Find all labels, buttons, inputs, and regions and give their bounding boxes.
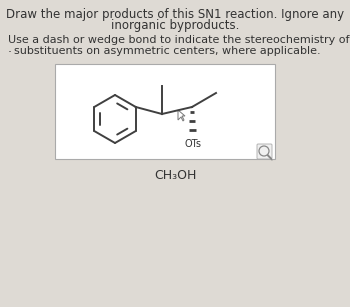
FancyBboxPatch shape [257, 144, 272, 159]
Text: inorganic byproducts.: inorganic byproducts. [111, 19, 239, 32]
Text: substituents on asymmetric centers, where applicable.: substituents on asymmetric centers, wher… [14, 46, 321, 56]
FancyBboxPatch shape [55, 64, 275, 159]
Polygon shape [178, 110, 185, 121]
Text: OTs: OTs [184, 139, 202, 149]
Text: ·: · [8, 46, 12, 59]
Text: CH₃OH: CH₃OH [154, 169, 196, 182]
Text: Use a dash or wedge bond to indicate the stereochemistry of: Use a dash or wedge bond to indicate the… [8, 35, 350, 45]
Text: Draw the major products of this SN1 reaction. Ignore any: Draw the major products of this SN1 reac… [6, 8, 344, 21]
